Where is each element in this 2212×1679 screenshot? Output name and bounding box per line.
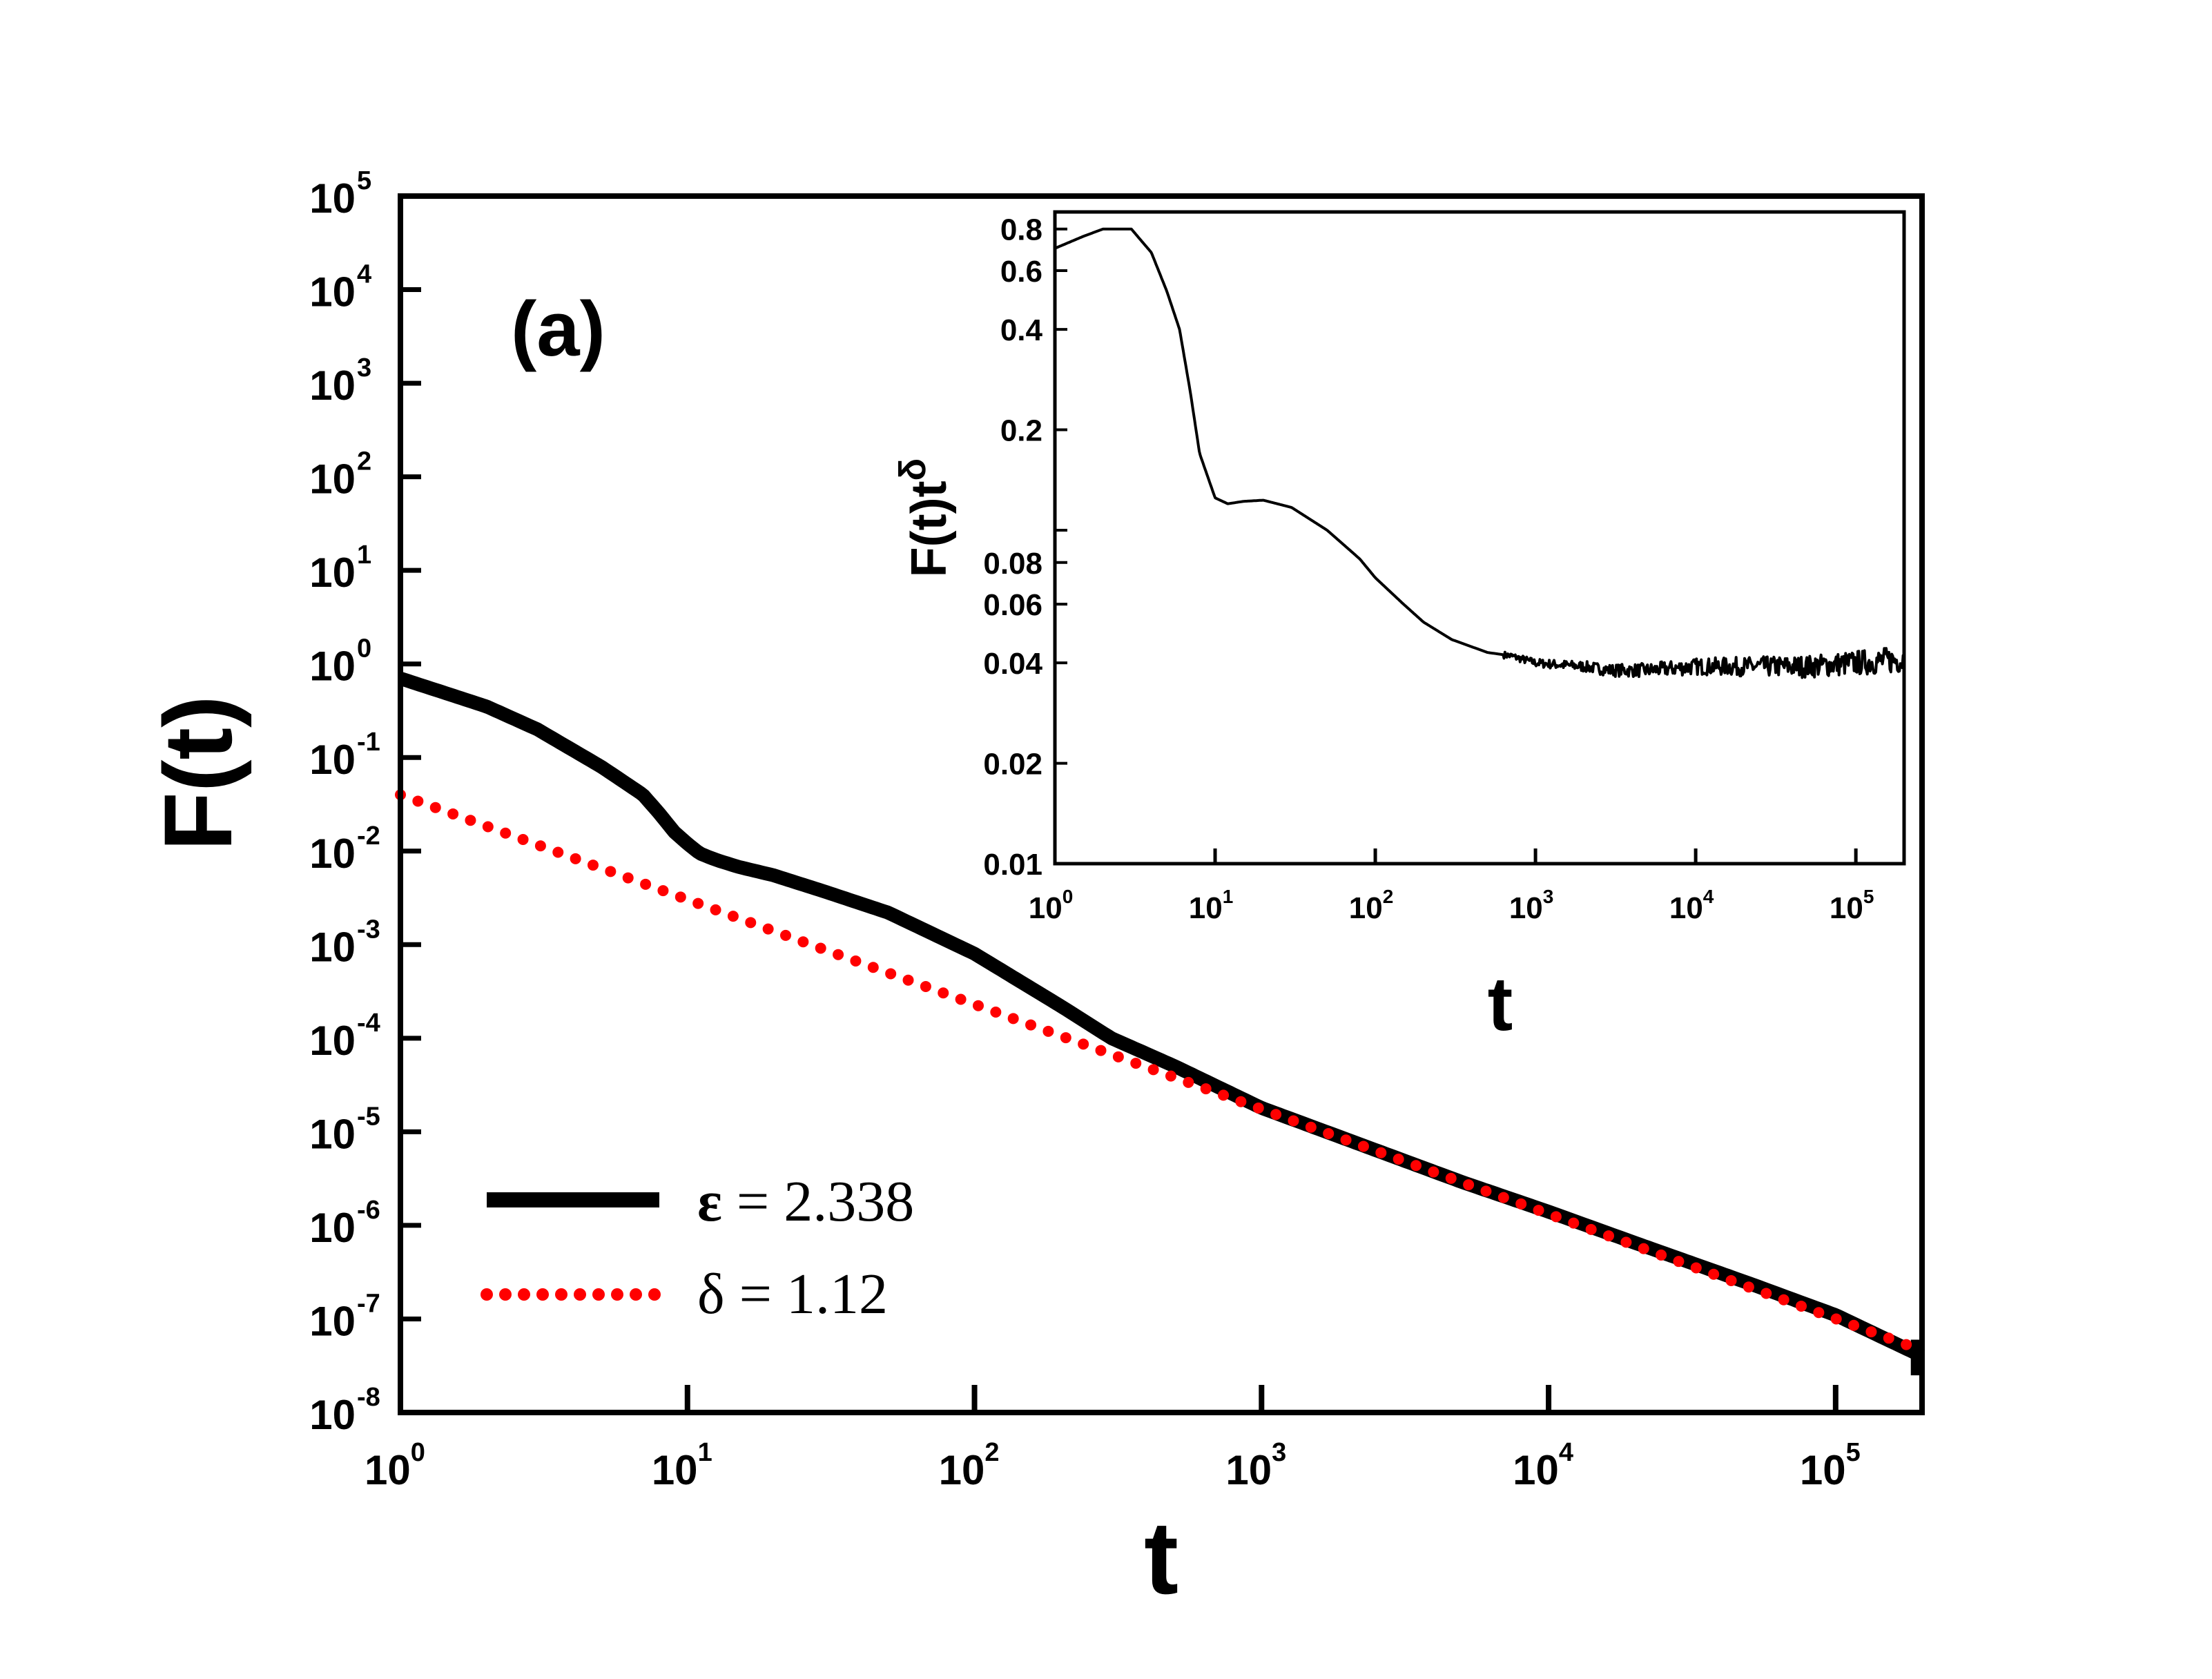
legend: ε = 2.338 δ = 1.12 [481, 1170, 914, 1326]
inset-ticks: 100 101 102 103 104 105 0.01 0.02 0.04 0.06 0.08 0.… [983, 213, 1874, 925]
y-tick-label: 104 [309, 260, 371, 316]
inset-y-axis-title-sup: δ [892, 458, 933, 481]
legend-epsilon-symbol: ε [697, 1170, 722, 1234]
inset-x-tick-label: 102 [1349, 886, 1394, 925]
y-axis-title: F(t) [144, 695, 252, 851]
inset-y-tick-label: 0.04 [983, 647, 1042, 681]
series-epsilon-line [397, 672, 1925, 1363]
inset-y-tick-label: 0.4 [1000, 313, 1043, 347]
inset-x-tick-label: 103 [1509, 886, 1554, 925]
inset-plot: 100 101 102 103 104 105 0.01 0.02 0.04 0.06 0.08 0.… [892, 210, 1906, 1047]
y-tick-label: 105 [309, 166, 371, 222]
main-ticks: 100 101 102 103 104 105 10-8 10-7 10-6 10-5 10-4 10… [309, 166, 1861, 1493]
inset-x-tick-label: 104 [1669, 886, 1714, 925]
x-tick-label: 101 [652, 1438, 712, 1493]
y-tick-label: 10-5 [309, 1102, 380, 1157]
y-tick-label: 103 [309, 353, 371, 409]
y-tick-label: 101 [309, 541, 371, 596]
x-axis-title: t [1144, 1500, 1178, 1615]
inset-x-tick-label: 101 [1189, 886, 1234, 925]
y-tick-label: 100 [309, 634, 371, 690]
y-tick-label: 10-8 [309, 1383, 380, 1438]
main-data-layer [395, 672, 1928, 1376]
legend-item-delta: δ = 1.12 [697, 1262, 888, 1326]
inset-y-tick-label: 0.02 [983, 748, 1042, 782]
main-plot: 100 101 102 103 104 105 10-8 10-7 10-6 10-5 10-4 10… [144, 166, 1928, 1615]
y-tick-label: 10-3 [309, 915, 380, 970]
inset-y-tick-label: 0.6 [1000, 255, 1042, 289]
inset-data-layer [1054, 227, 1905, 679]
y-tick-label: 10-7 [309, 1289, 380, 1344]
legend-delta-symbol: δ [697, 1262, 725, 1326]
legend-epsilon-value: = 2.338 [722, 1170, 914, 1234]
x-tick-label: 104 [1513, 1438, 1573, 1493]
inset-y-tick-label: 0.06 [983, 588, 1042, 622]
inset-y-tick-label: 0.08 [983, 547, 1042, 581]
main-plot-frame [398, 193, 1925, 1415]
inset-x-tick-label: 105 [1830, 886, 1874, 925]
y-tick-label: 10-1 [309, 728, 380, 783]
x-tick-label: 105 [1800, 1438, 1861, 1493]
x-tick-label: 102 [939, 1438, 1000, 1493]
inset-y-tick-label: 0.8 [1000, 213, 1042, 247]
panel-label: (a) [511, 286, 605, 372]
inset-y-axis-title-base: F(t)t [902, 481, 957, 577]
inset-plot-frame [1053, 210, 1906, 866]
legend-item-epsilon: ε = 2.338 [697, 1170, 914, 1234]
inset-x-axis-title: t [1488, 962, 1513, 1047]
inset-background [1055, 212, 1904, 864]
x-tick-label: 103 [1225, 1438, 1286, 1493]
x-tick-label: 100 [365, 1438, 425, 1493]
y-tick-label: 10-6 [309, 1196, 380, 1251]
inset-series-line [1054, 227, 1905, 679]
inset-y-axis-title: F(t)tδ [892, 458, 957, 578]
y-tick-label: 10-4 [309, 1009, 380, 1064]
y-tick-label: 102 [309, 447, 371, 503]
legend-delta-value: = 1.12 [725, 1262, 888, 1326]
series-delta-fit [395, 789, 1928, 1356]
inset-x-tick-label: 100 [1029, 886, 1074, 925]
inset-y-tick-label: 0.01 [983, 848, 1042, 882]
inset-y-tick-label: 0.2 [1000, 414, 1042, 448]
y-tick-label: 10-2 [309, 822, 380, 877]
